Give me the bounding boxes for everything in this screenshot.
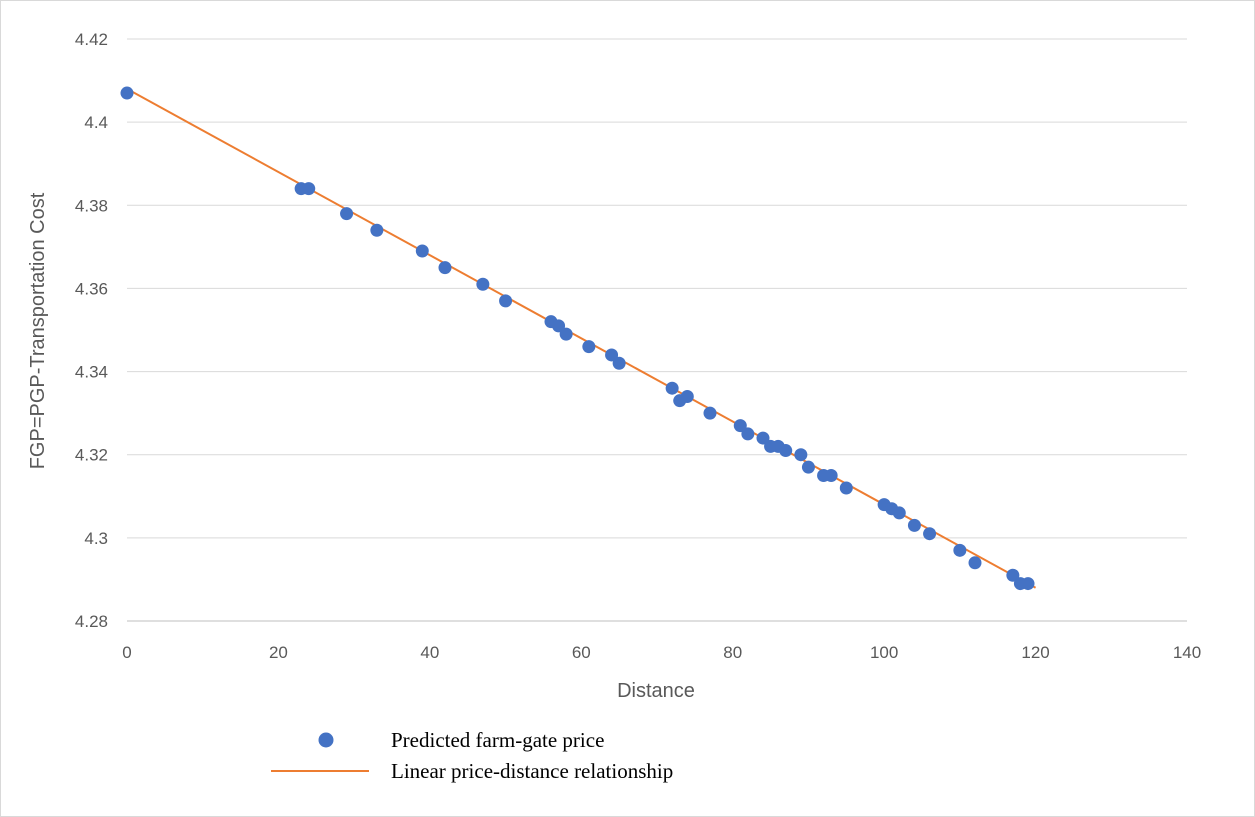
data-point — [703, 406, 717, 420]
data-point — [756, 431, 770, 445]
gridlines — [127, 38, 1187, 622]
legend-label-predicted-price: Predicted farm-gate price — [391, 728, 604, 752]
legend-marker-predicted-price — [318, 732, 334, 748]
y-axis-title: FGP=PGP-Transportation Cost — [27, 192, 49, 469]
x-tick-label: 100 — [870, 643, 898, 662]
data-point — [612, 356, 626, 370]
y-tick-label: 4.34 — [75, 363, 108, 382]
legend: Predicted farm-gate price Linear price-d… — [271, 728, 673, 783]
data-point — [680, 390, 694, 404]
data-point — [839, 481, 853, 495]
data-point — [552, 319, 566, 333]
data-point — [953, 543, 967, 557]
data-point — [340, 207, 354, 221]
data-point — [499, 294, 513, 308]
legend-label-linear-fit: Linear price-distance relationship — [391, 759, 673, 783]
data-point — [476, 277, 490, 291]
data-point — [665, 381, 679, 395]
data-point — [605, 348, 619, 362]
data-point — [733, 419, 747, 433]
y-tick-label: 4.36 — [75, 279, 108, 298]
data-point — [120, 86, 134, 100]
x-tick-label: 20 — [269, 643, 288, 662]
data-point — [907, 518, 921, 532]
data-point — [892, 506, 906, 520]
y-tick-label: 4.28 — [75, 612, 108, 631]
data-point — [1021, 577, 1035, 591]
predicted-price-series — [120, 86, 1035, 591]
data-point — [370, 223, 384, 237]
y-tick-label: 4.3 — [84, 529, 108, 548]
y-tick-label: 4.32 — [75, 446, 108, 465]
x-tick-labels: 0 20 40 60 80 100 120 140 — [122, 643, 1201, 662]
data-point — [968, 556, 982, 570]
data-point — [1006, 568, 1020, 582]
data-point — [801, 460, 815, 474]
y-tick-label: 4.38 — [75, 196, 108, 215]
data-point — [923, 527, 937, 541]
x-tick-label: 80 — [723, 643, 742, 662]
data-point — [824, 469, 838, 482]
data-point — [582, 340, 596, 354]
data-point — [415, 244, 429, 258]
x-tick-label: 140 — [1173, 643, 1201, 662]
x-tick-label: 0 — [122, 643, 131, 662]
x-tick-label: 40 — [420, 643, 439, 662]
data-point — [438, 261, 452, 275]
data-point — [741, 427, 755, 441]
x-tick-label: 120 — [1021, 643, 1049, 662]
x-tick-label: 60 — [572, 643, 591, 662]
data-point — [559, 327, 573, 341]
y-tick-label: 4.42 — [75, 30, 108, 49]
data-point — [779, 444, 793, 458]
data-point — [302, 182, 316, 196]
data-point — [794, 448, 808, 462]
y-tick-label: 4.4 — [84, 113, 108, 132]
y-tick-labels: 4.28 4.3 4.32 4.34 4.36 4.38 4.4 4.42 — [75, 30, 108, 631]
x-axis-title: Distance — [617, 680, 695, 702]
